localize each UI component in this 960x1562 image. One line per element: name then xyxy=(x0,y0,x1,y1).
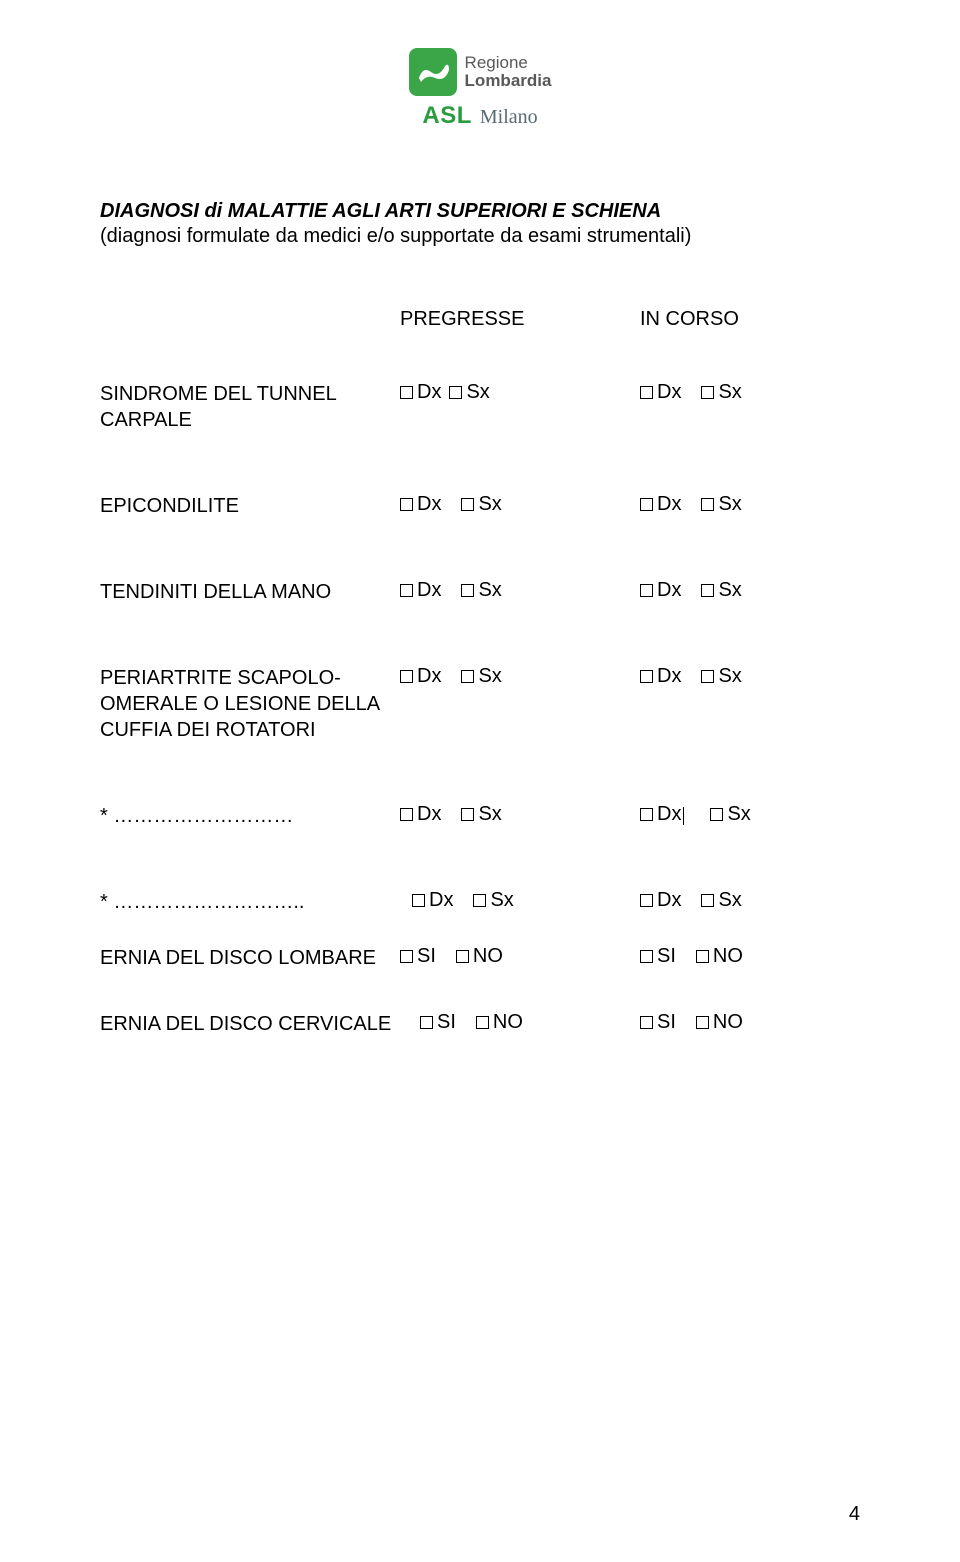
row-epicondilite: EPICONDILITE Dx Sx Dx Sx xyxy=(100,493,860,519)
epicondilite-incorso-dx[interactable]: Dx xyxy=(640,493,681,516)
label-epicondilite: EPICONDILITE xyxy=(100,493,400,519)
ernia-lombare-pregresse-si[interactable]: SI xyxy=(400,945,436,968)
periartrite-incorso-sx[interactable]: Sx xyxy=(701,665,741,688)
ernia-cervicale-incorso-si[interactable]: SI xyxy=(640,1011,676,1034)
tendiniti-pregresse-dx[interactable]: Dx xyxy=(400,579,441,602)
asl-label: ASL xyxy=(422,102,472,130)
tunnel-incorso-sx[interactable]: Sx xyxy=(701,381,741,404)
milano-label: Milano xyxy=(480,106,538,129)
ernia-cervicale-pregresse-si[interactable]: SI xyxy=(420,1011,456,1034)
periartrite-incorso-dx[interactable]: Dx xyxy=(640,665,681,688)
page-subtitle: (diagnosi formulate da medici e/o suppor… xyxy=(100,225,860,248)
regione-label: Regione xyxy=(465,54,552,72)
label-ernia-lombare: ERNIA DEL DISCO LOMBARE xyxy=(100,945,400,971)
lombardia-label: Lombardia xyxy=(465,72,552,90)
tendiniti-incorso-dx[interactable]: Dx xyxy=(640,579,681,602)
asl-milano-logo: ASL Milano xyxy=(422,102,537,130)
tunnel-pregresse-sx[interactable]: Sx xyxy=(449,381,489,404)
label-tendiniti: TENDINITI DELLA MANO xyxy=(100,579,400,605)
blank2-pregresse-sx[interactable]: Sx xyxy=(473,889,513,912)
ernia-lombare-incorso-no[interactable]: NO xyxy=(696,945,743,968)
tunnel-incorso-dx[interactable]: Dx xyxy=(640,381,681,404)
regione-lombardia-logo: Regione Lombardia xyxy=(409,48,552,96)
blank2-incorso-dx[interactable]: Dx xyxy=(640,889,681,912)
blank2-incorso-sx[interactable]: Sx xyxy=(701,889,741,912)
tendiniti-incorso-sx[interactable]: Sx xyxy=(701,579,741,602)
label-ernia-cervicale: ERNIA DEL DISCO CERVICALE xyxy=(100,1011,420,1037)
row-blank2: * ……………………….. Dx Sx Dx Sx xyxy=(100,889,860,915)
blank1-incorso-dx[interactable]: Dx xyxy=(640,803,690,826)
row-blank1: * ……………………… Dx Sx Dx Sx xyxy=(100,803,860,829)
label-blank2: * ……………………….. xyxy=(100,889,400,915)
blank1-incorso-sx[interactable]: Sx xyxy=(710,803,750,826)
row-ernia-cervicale: ERNIA DEL DISCO CERVICALE SI NO SI NO xyxy=(100,1011,860,1037)
label-blank1: * ……………………… xyxy=(100,803,400,829)
ernia-cervicale-incorso-no[interactable]: NO xyxy=(696,1011,743,1034)
blank1-pregresse-sx[interactable]: Sx xyxy=(461,803,501,826)
row-ernia-lombare: ERNIA DEL DISCO LOMBARE SI NO SI NO xyxy=(100,945,860,971)
epicondilite-pregresse-sx[interactable]: Sx xyxy=(461,493,501,516)
page-number: 4 xyxy=(849,1503,860,1526)
ernia-cervicale-pregresse-no[interactable]: NO xyxy=(476,1011,523,1034)
lombardia-icon xyxy=(409,48,457,96)
blank2-pregresse-dx[interactable]: Dx xyxy=(412,889,453,912)
blank1-pregresse-dx[interactable]: Dx xyxy=(400,803,441,826)
epicondilite-incorso-sx[interactable]: Sx xyxy=(701,493,741,516)
epicondilite-pregresse-dx[interactable]: Dx xyxy=(400,493,441,516)
page-title: DIAGNOSI di MALATTIE AGLI ARTI SUPERIORI… xyxy=(100,200,860,223)
column-headers: PREGRESSE IN CORSO xyxy=(100,308,860,331)
row-periartrite: PERIARTRITE SCAPOLO-OMERALE O LESIONE DE… xyxy=(100,665,860,743)
ernia-lombare-pregresse-no[interactable]: NO xyxy=(456,945,503,968)
ernia-lombare-incorso-si[interactable]: SI xyxy=(640,945,676,968)
row-tunnel: SINDROME DEL TUNNEL CARPALE Dx Sx Dx Sx xyxy=(100,381,860,433)
col-pregresse: PREGRESSE xyxy=(400,308,640,331)
periartrite-pregresse-sx[interactable]: Sx xyxy=(461,665,501,688)
label-tunnel: SINDROME DEL TUNNEL CARPALE xyxy=(100,381,400,433)
row-tendiniti: TENDINITI DELLA MANO Dx Sx Dx Sx xyxy=(100,579,860,605)
label-periartrite: PERIARTRITE SCAPOLO-OMERALE O LESIONE DE… xyxy=(100,665,400,743)
tunnel-pregresse-dx[interactable]: Dx xyxy=(400,381,441,404)
periartrite-pregresse-dx[interactable]: Dx xyxy=(400,665,441,688)
header-logo-block: Regione Lombardia ASL Milano xyxy=(100,48,860,130)
tendiniti-pregresse-sx[interactable]: Sx xyxy=(461,579,501,602)
col-incorso: IN CORSO xyxy=(640,308,840,331)
